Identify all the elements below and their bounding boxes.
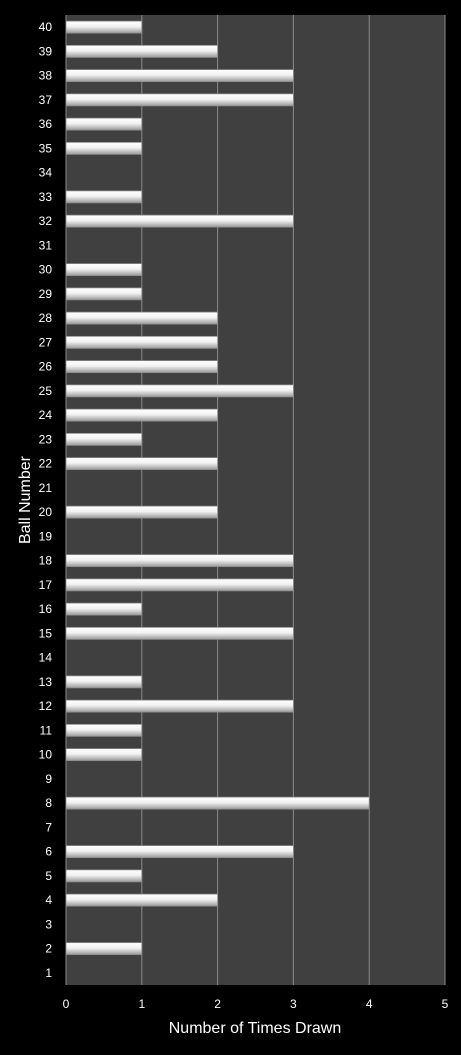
y-tick-label: 25 (39, 384, 53, 398)
bar-ball-20 (65, 505, 219, 519)
y-tick-label: 34 (39, 166, 53, 180)
y-tick-label: 31 (39, 238, 53, 252)
bar-ball-8 (65, 796, 370, 810)
y-tick-label: 12 (39, 699, 53, 713)
y-tick-label: 28 (39, 311, 53, 325)
y-tick-label: 36 (39, 117, 53, 131)
x-tick-label: 0 (63, 997, 70, 1011)
y-tick-label: 1 (45, 966, 52, 980)
bar-ball-24 (65, 408, 219, 422)
bar-ball-23 (65, 432, 143, 446)
bar-ball-28 (65, 311, 219, 325)
y-tick-label: 37 (39, 93, 53, 107)
bar-ball-36 (65, 117, 143, 131)
x-tick-label: 5 (442, 997, 449, 1011)
y-tick-label: 9 (45, 772, 52, 786)
bar-ball-33 (65, 190, 143, 204)
y-tick-label: 15 (39, 626, 53, 640)
gridlines (65, 15, 446, 985)
bar-ball-17 (65, 578, 294, 592)
bar-ball-4 (65, 893, 219, 907)
y-tick-labels: 1234567891011121314151617181920212223242… (39, 20, 53, 980)
bar-ball-13 (65, 675, 143, 689)
y-tick-label: 30 (39, 263, 53, 277)
y-tick-label: 33 (39, 190, 53, 204)
bar-ball-11 (65, 723, 143, 737)
y-tick-label: 19 (39, 529, 53, 543)
bar-ball-16 (65, 602, 143, 616)
y-tick-label: 2 (45, 942, 52, 956)
y-tick-label: 27 (39, 335, 53, 349)
bar-ball-38 (65, 69, 294, 83)
y-tick-label: 7 (45, 820, 52, 834)
y-tick-label: 5 (45, 869, 52, 883)
bar-ball-30 (65, 263, 143, 277)
y-tick-label: 22 (39, 457, 53, 471)
y-tick-label: 4 (45, 893, 52, 907)
y-tick-label: 6 (45, 845, 52, 859)
bar-ball-5 (65, 869, 143, 883)
y-tick-label: 3 (45, 917, 52, 931)
y-tick-label: 32 (39, 214, 53, 228)
y-tick-label: 39 (39, 44, 53, 58)
x-tick-label: 3 (290, 997, 297, 1011)
bar-ball-29 (65, 287, 143, 301)
x-tick-label: 2 (214, 997, 221, 1011)
y-tick-label: 40 (39, 20, 53, 34)
bar-ball-27 (65, 335, 219, 349)
x-axis-title: Number of Times Drawn (169, 1020, 342, 1037)
bar-ball-2 (65, 942, 143, 956)
y-tick-label: 35 (39, 141, 53, 155)
y-tick-label: 21 (39, 481, 53, 495)
y-tick-label: 24 (39, 408, 53, 422)
bar-ball-15 (65, 626, 294, 640)
bar-ball-22 (65, 457, 219, 471)
plot-area (66, 15, 445, 985)
y-axis-title: Ball Number (17, 455, 34, 544)
y-tick-label: 29 (39, 287, 53, 301)
y-tick-label: 8 (45, 796, 52, 810)
x-tick-label: 1 (138, 997, 145, 1011)
bar-ball-25 (65, 384, 294, 398)
y-tick-label: 18 (39, 554, 53, 568)
y-tick-label: 17 (39, 578, 53, 592)
bar-ball-26 (65, 360, 219, 374)
bar-ball-6 (65, 845, 294, 859)
x-tick-labels: 0 1 2 3 4 5 (63, 997, 449, 1011)
bar-ball-35 (65, 141, 143, 155)
y-tick-label: 23 (39, 432, 53, 446)
y-tick-label: 13 (39, 675, 53, 689)
y-tick-label: 38 (39, 69, 53, 83)
bar-ball-18 (65, 554, 294, 568)
bar-ball-37 (65, 93, 294, 107)
y-tick-label: 11 (40, 723, 53, 737)
y-tick-label: 26 (39, 360, 53, 374)
bars (65, 20, 370, 956)
bar-ball-12 (65, 699, 294, 713)
bar-ball-10 (65, 748, 143, 762)
x-tick-label: 4 (366, 997, 373, 1011)
y-tick-label: 16 (39, 602, 53, 616)
y-tick-label: 10 (39, 748, 53, 762)
bar-ball-39 (65, 44, 219, 58)
y-tick-label: 14 (39, 651, 53, 665)
y-tick-label: 20 (39, 505, 53, 519)
bar-ball-32 (65, 214, 294, 228)
bar-ball-40 (65, 20, 143, 34)
